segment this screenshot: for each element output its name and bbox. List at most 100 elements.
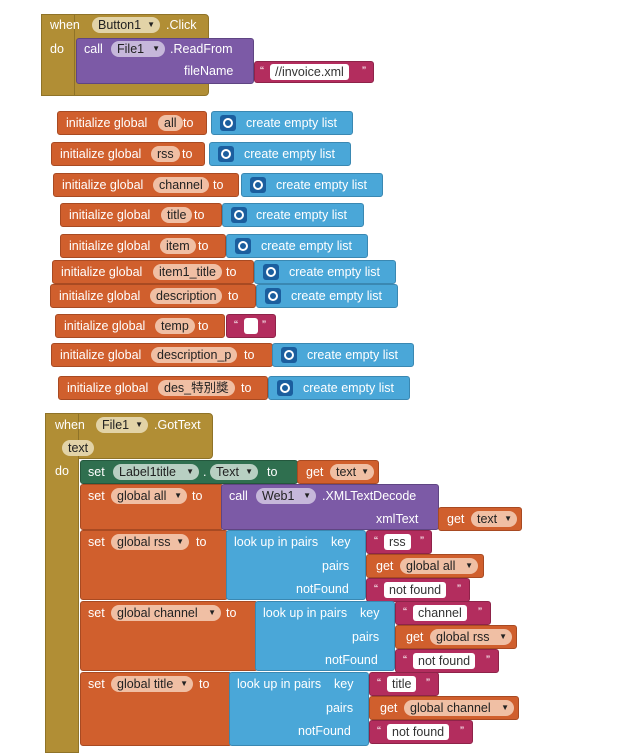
get-var-dropdown[interactable]: text ▼ (471, 511, 517, 527)
global-name-field[interactable]: all (158, 115, 183, 131)
gear-icon[interactable] (220, 115, 236, 131)
global-var-dropdown[interactable]: global channel ▼ (111, 605, 221, 621)
gear-icon[interactable] (281, 347, 297, 363)
notfound-text-value[interactable]: not found (413, 653, 476, 669)
gottext-event-name: .GotText (154, 418, 201, 432)
init-global-block[interactable] (55, 314, 225, 338)
notfound-text-value[interactable]: not found (387, 724, 450, 740)
do-keyword: do (55, 464, 69, 478)
to-keyword: to (198, 319, 209, 333)
to-keyword: to (228, 289, 239, 303)
key-text-value[interactable]: rss (384, 534, 411, 550)
do-keyword: do (50, 42, 64, 56)
xmltext-param-label: xmlText (376, 512, 419, 526)
get-var-dropdown[interactable]: global all ▼ (400, 558, 478, 574)
global-name-field[interactable]: des_特別獎 (158, 380, 235, 396)
global-name-field[interactable]: item (160, 238, 196, 254)
button1-component-dropdown[interactable]: Button1 ▼ (92, 17, 160, 33)
click-event-body-bar (41, 14, 75, 96)
global-name-field[interactable]: channel (153, 177, 209, 193)
init-global-label: initialize global (69, 239, 151, 253)
chevron-down-icon: ▼ (303, 491, 311, 500)
create-empty-list-label: create empty list (291, 289, 383, 303)
to-keyword: to (194, 208, 205, 222)
chevron-down-icon: ▼ (152, 44, 160, 53)
global-name-field[interactable]: description (150, 288, 223, 304)
gear-icon[interactable] (277, 380, 293, 396)
init-global-block[interactable] (60, 234, 226, 258)
to-keyword: to (267, 465, 278, 479)
file1-component-dropdown[interactable]: File1 ▼ (96, 417, 148, 433)
init-global-label: initialize global (67, 381, 149, 395)
lookup-in-pairs-label: look up in pairs (234, 535, 319, 549)
notfound-text-value[interactable]: not found (384, 582, 447, 598)
call-keyword: call (229, 489, 248, 503)
chevron-down-icon: ▼ (361, 467, 369, 476)
init-global-label: initialize global (59, 289, 141, 303)
to-keyword: to (198, 239, 209, 253)
global-var-dropdown[interactable]: global all ▼ (111, 488, 187, 504)
web1-component-dropdown[interactable]: Web1 ▼ (256, 488, 316, 504)
filename-text-value[interactable]: //invoice.xml (270, 64, 349, 80)
gear-icon[interactable] (218, 146, 234, 162)
set-keyword: set (88, 465, 105, 479)
global-var-dropdown[interactable]: global rss ▼ (111, 534, 189, 550)
key-label: key (331, 535, 351, 549)
notfound-label: notFound (296, 582, 349, 596)
init-global-label: initialize global (60, 147, 142, 161)
key-text-value[interactable]: title (387, 676, 417, 692)
init-global-label: initialize global (61, 265, 143, 279)
get-var-dropdown[interactable]: text ▼ (330, 464, 374, 480)
xmltextdecode-method-name: .XMLTextDecode (322, 489, 417, 503)
get-keyword: get (380, 701, 398, 715)
gear-icon[interactable] (250, 177, 266, 193)
key-text-value[interactable]: channel (413, 605, 467, 621)
gear-icon[interactable] (235, 238, 251, 254)
global-name-field[interactable]: title (161, 207, 193, 223)
to-keyword: to (199, 677, 210, 691)
file1-component-dropdown[interactable]: File1 ▼ (111, 41, 165, 57)
get-var-dropdown[interactable]: global rss ▼ (430, 629, 512, 645)
empty-text-value[interactable] (244, 318, 258, 334)
gottext-event-body-bar (45, 413, 79, 753)
get-var-dropdown[interactable]: global channel ▼ (404, 700, 514, 716)
close-quote-icon: ” (460, 724, 464, 738)
open-quote-icon: “ (374, 534, 378, 548)
text-param-chip[interactable]: text (62, 440, 95, 456)
text-property-dropdown[interactable]: Text ▼ (210, 464, 258, 480)
call-file1-readfrom-block[interactable] (76, 38, 254, 84)
open-quote-icon: “ (374, 582, 378, 596)
open-quote-icon: “ (234, 318, 238, 332)
notfound-label: notFound (298, 724, 351, 738)
lookup-in-pairs-block[interactable] (255, 601, 395, 671)
readfrom-method-name: .ReadFrom (170, 42, 233, 56)
global-name-field[interactable]: rss (151, 146, 180, 162)
to-keyword: to (226, 265, 237, 279)
set-keyword: set (88, 677, 105, 691)
global-var-dropdown[interactable]: global title ▼ (111, 676, 193, 692)
close-quote-icon: ” (420, 534, 424, 548)
create-empty-list-label: create empty list (256, 208, 348, 222)
gear-icon[interactable] (231, 207, 247, 223)
global-name-field[interactable]: temp (155, 318, 195, 334)
chevron-down-icon: ▼ (465, 561, 473, 570)
global-name-field[interactable]: item1_title (153, 264, 222, 280)
gear-icon[interactable] (265, 288, 281, 304)
chevron-down-icon: ▼ (176, 537, 184, 546)
gear-icon[interactable] (263, 264, 279, 280)
pairs-label: pairs (322, 559, 350, 573)
chevron-down-icon: ▼ (501, 703, 509, 712)
close-quote-icon: ” (478, 605, 482, 619)
lookup-in-pairs-block[interactable] (226, 530, 366, 600)
chevron-down-icon: ▼ (499, 632, 507, 641)
create-empty-list-label: create empty list (261, 239, 353, 253)
close-quote-icon: ” (486, 653, 490, 667)
global-name-field[interactable]: description_p (151, 347, 238, 363)
to-keyword: to (241, 381, 252, 395)
init-global-block[interactable] (60, 203, 222, 227)
init-global-label: initialize global (60, 348, 142, 362)
when-keyword: when (50, 18, 80, 32)
filename-param-label: fileName (184, 64, 234, 78)
label1title-component-dropdown[interactable]: Label1title ▼ (113, 464, 199, 480)
create-empty-list-label: create empty list (276, 178, 368, 192)
